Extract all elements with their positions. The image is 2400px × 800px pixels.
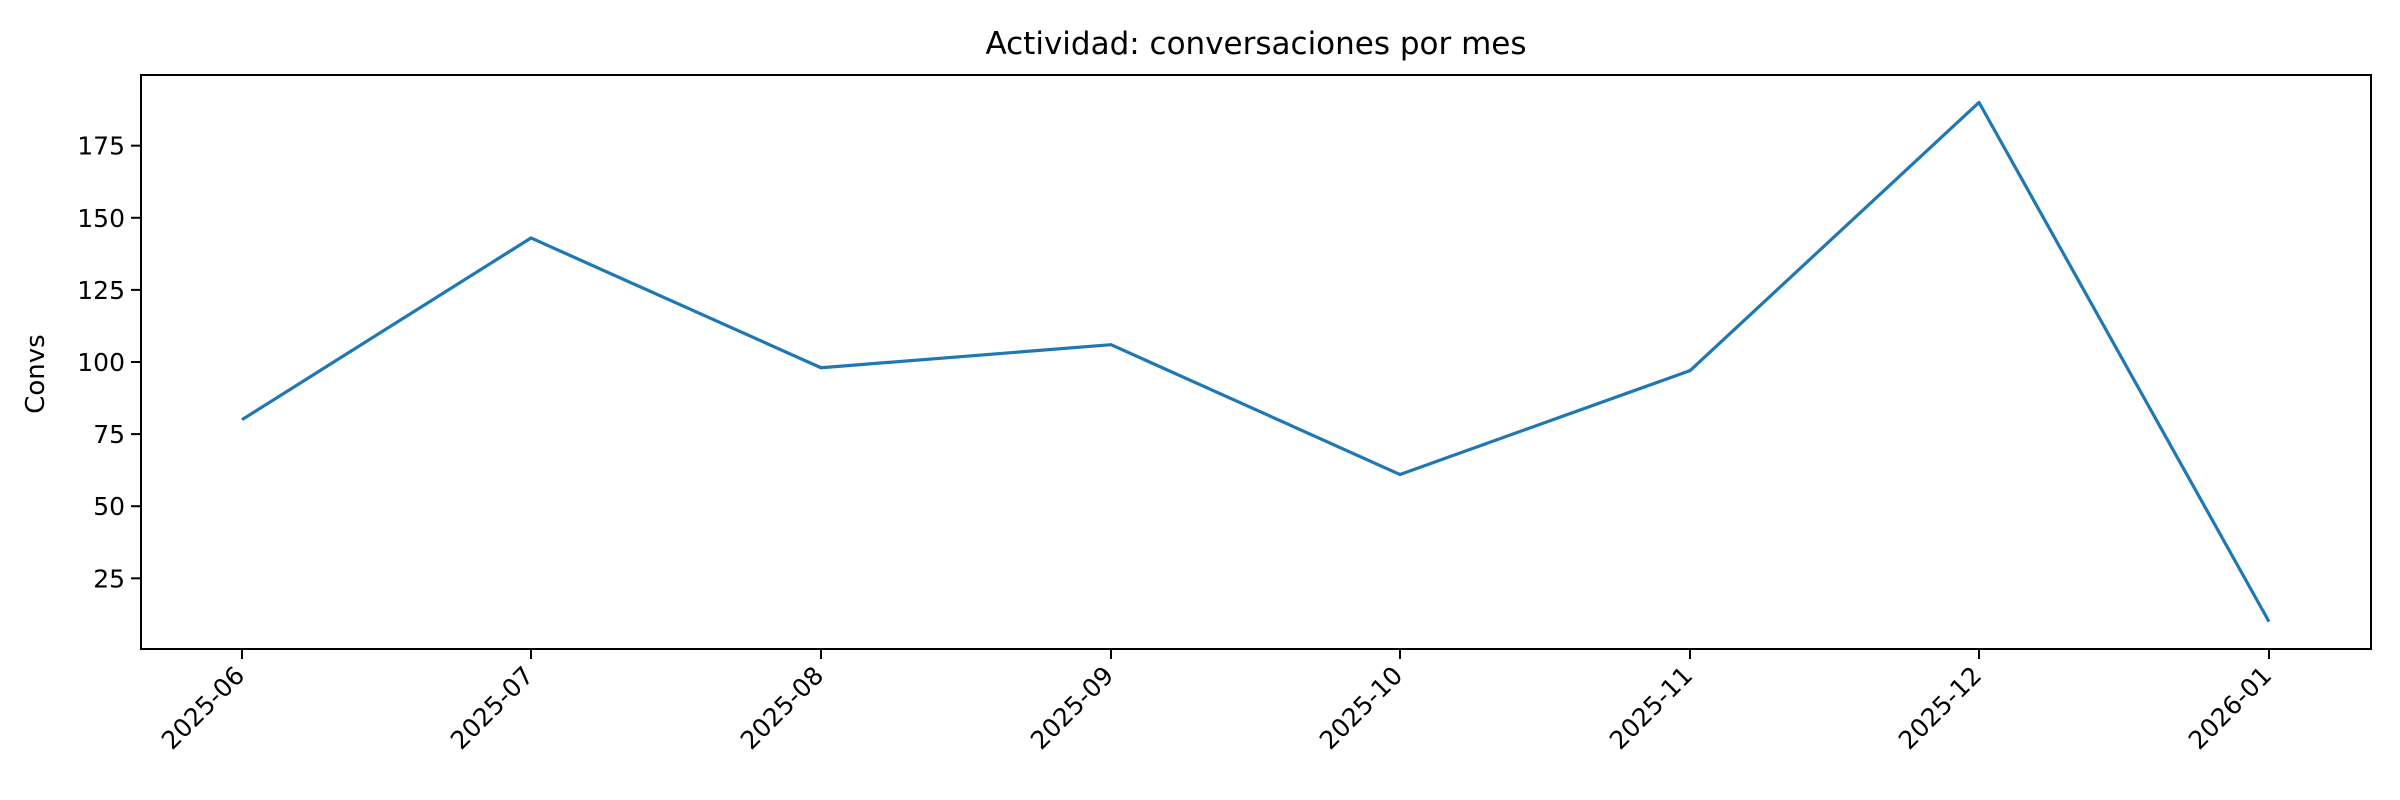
y-tick-label: 100 [77, 348, 125, 377]
y-tick-label: 125 [77, 276, 125, 305]
y-axis-label: Convs [21, 334, 51, 413]
y-axis: 25 50 75 100 125 150 175 [77, 132, 141, 593]
chart-title: Actividad: conversaciones por mes [985, 26, 1526, 62]
y-tick-label: 150 [77, 204, 125, 233]
series-layer [241, 100, 2271, 623]
y-tick-label: 75 [93, 420, 125, 449]
y-tick-label: 50 [93, 492, 125, 521]
series-line-0 [241, 100, 2271, 623]
y-tick-label: 175 [77, 132, 125, 161]
y-tick-label: 25 [93, 564, 125, 593]
